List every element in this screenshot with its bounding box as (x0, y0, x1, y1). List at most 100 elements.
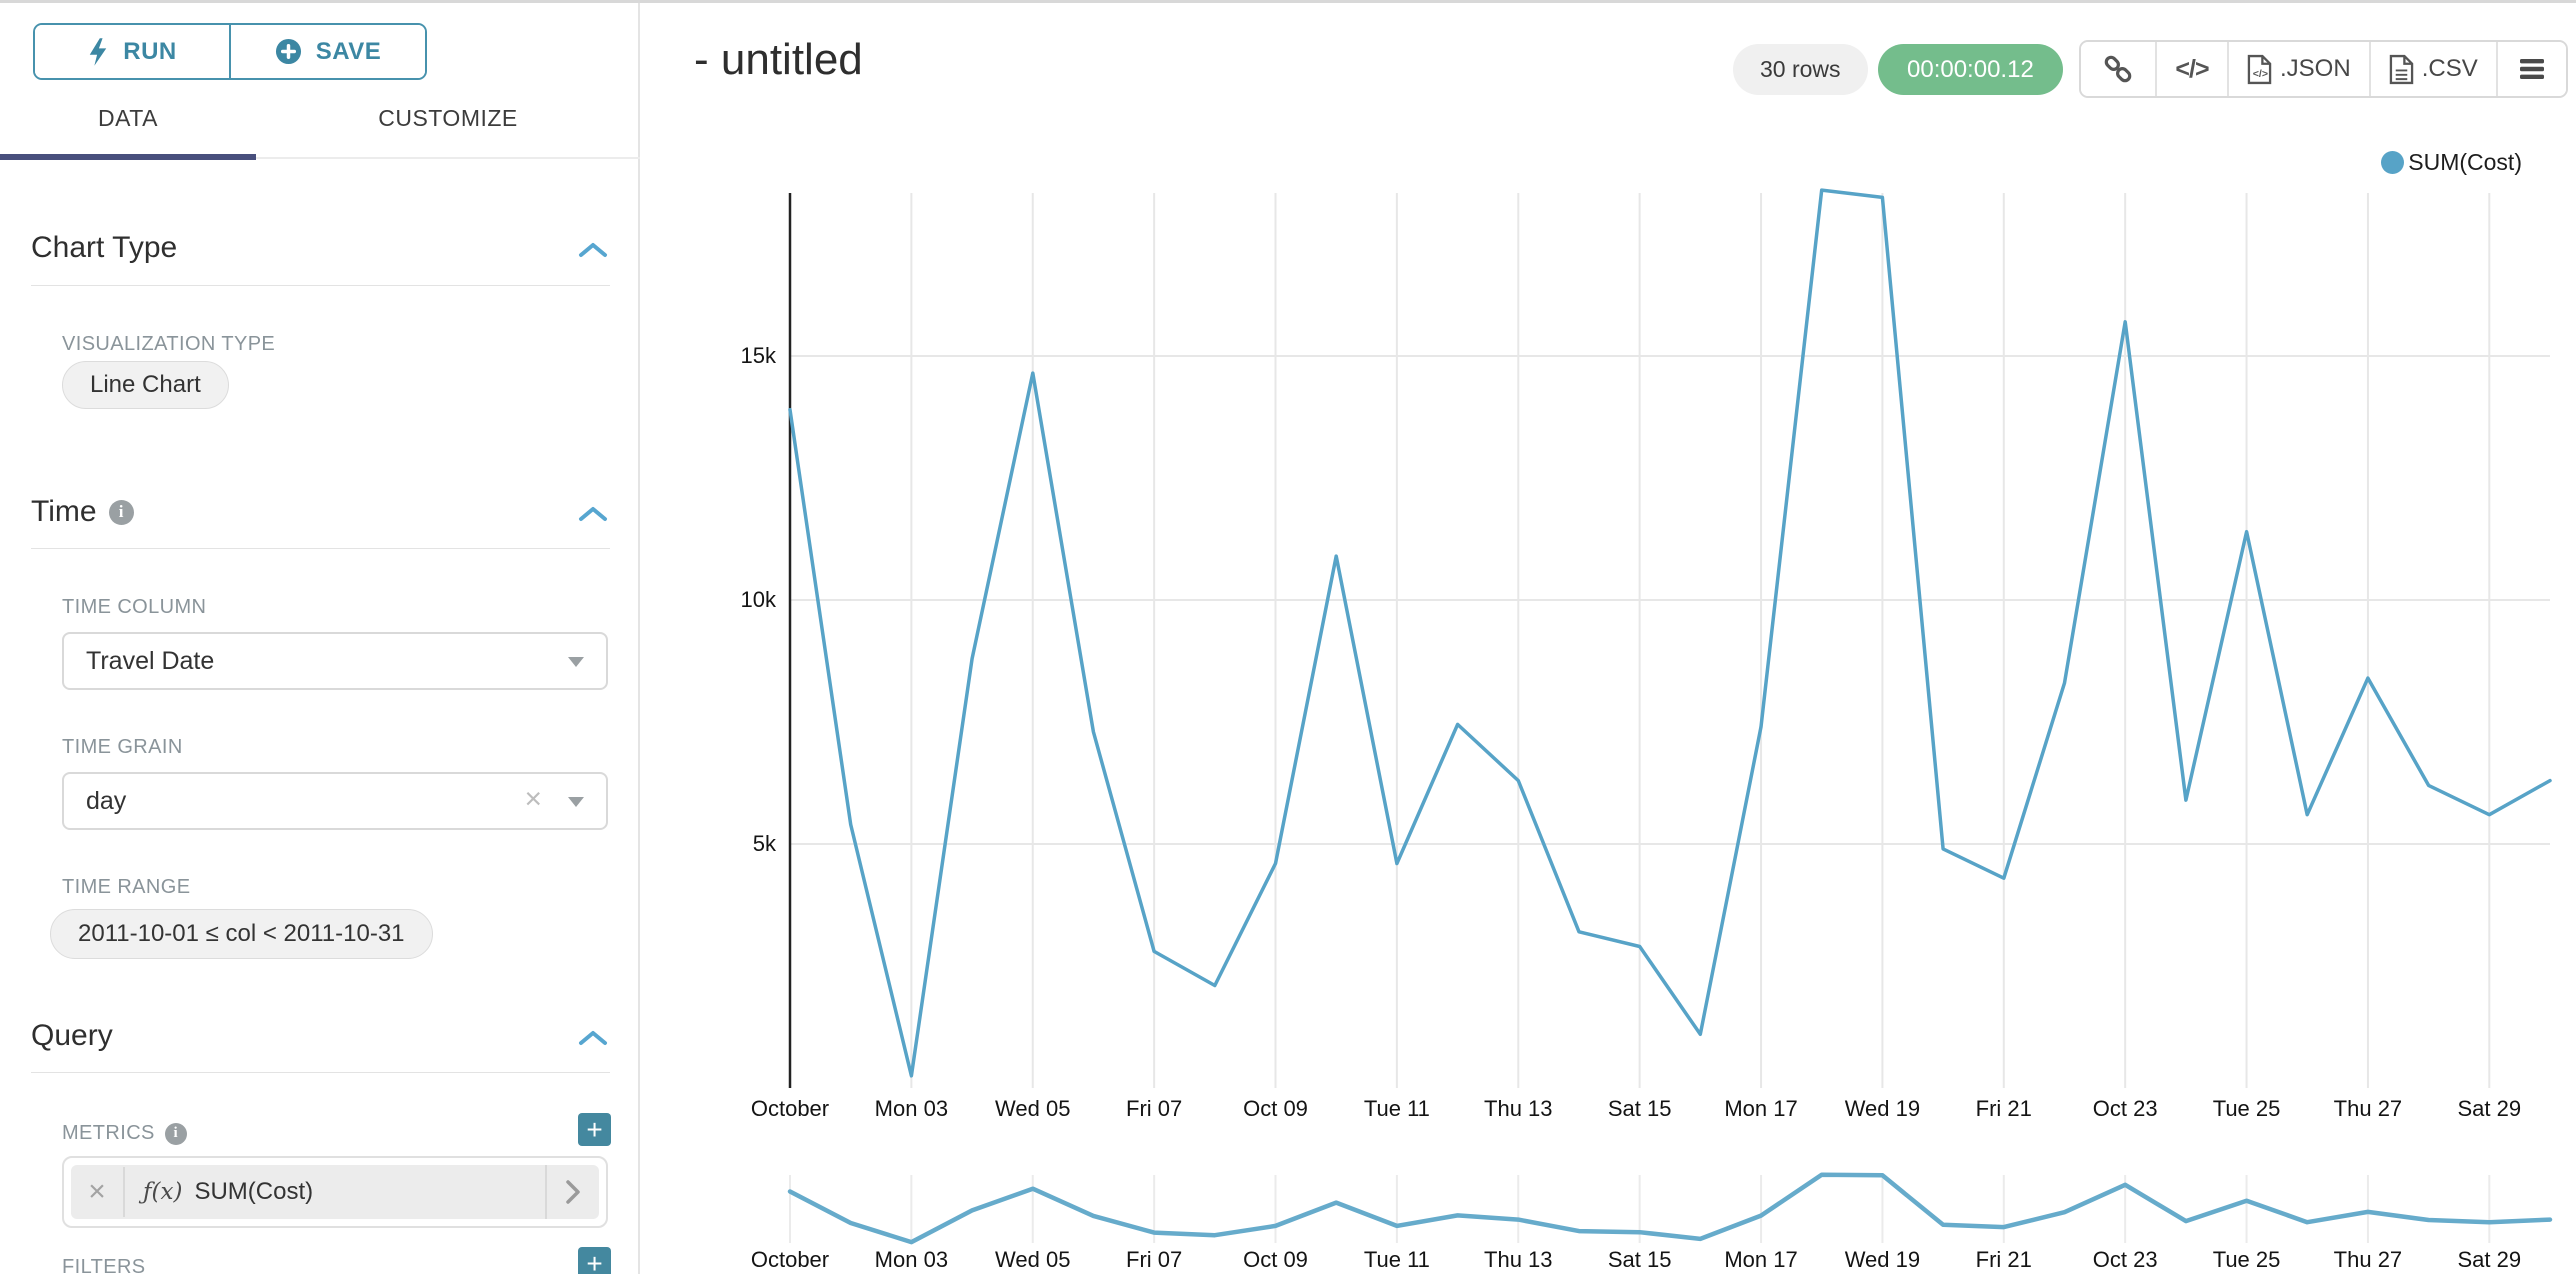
time-range-label-text: TIME RANGE (62, 876, 191, 898)
metric-token-body[interactable]: ƒ(x) SUM(Cost) (125, 1178, 545, 1206)
mini-x-axis-tick-label: Oct 09 (1243, 1247, 1308, 1272)
run-button-label: RUN (123, 37, 177, 65)
chart-menu-button[interactable] (2495, 42, 2566, 96)
query-timer-badge: 00:00:00.12 (1878, 44, 2063, 95)
x-axis-tick-label: Fri 21 (1976, 1096, 2032, 1121)
metrics-label-text: METRICS (62, 1122, 155, 1144)
mini-x-axis-tick-label: Wed 05 (995, 1247, 1070, 1272)
chevron-up-icon[interactable] (578, 504, 608, 524)
run-save-button-group: RUN SAVE (33, 23, 427, 80)
query-title-text: Query (31, 1019, 113, 1052)
time-section-title: Time i (31, 495, 134, 529)
add-metric-button[interactable]: + (578, 1113, 611, 1146)
mini-cost-line (787, 1172, 2553, 1245)
metrics-label: METRICS i (62, 1122, 187, 1145)
json-button-label: .JSON (2280, 55, 2351, 82)
info-icon[interactable]: i (108, 499, 134, 525)
link-icon (2104, 55, 2132, 83)
sidebar-tabs: DATA CUSTOMIZE (0, 93, 640, 165)
line-chart[interactable]: 5k 10k 15k October October Mon 03 Mon 03 Wed 05… (650, 3, 2576, 1274)
save-button[interactable]: SAVE (229, 25, 425, 78)
view-query-button[interactable]: </> (2155, 42, 2227, 96)
x-axis-tick-label: Thu 27 (2334, 1096, 2403, 1121)
y-axis-tick-label: 15k (741, 343, 777, 368)
legend-dot (2381, 151, 2405, 174)
info-icon[interactable]: i (164, 1122, 187, 1145)
expand-metric-icon[interactable] (545, 1165, 599, 1219)
x-axis-tick-label: Mon 17 (1724, 1096, 1797, 1121)
export-csv-button[interactable]: .CSV (2368, 42, 2496, 96)
visualization-type-pill[interactable]: Line Chart (62, 361, 229, 409)
chart-plot-area[interactable] (790, 193, 2550, 1088)
tab-divider (0, 157, 640, 159)
mini-x-axis-tick-label: Fri 07 (1126, 1247, 1182, 1272)
chart-title[interactable]: - untitled (694, 35, 863, 84)
section-divider (31, 1072, 610, 1073)
time-range-value: 2011-10-01 ≤ col < 2011-10-31 (78, 920, 405, 947)
query-section-title: Query (31, 1019, 113, 1053)
time-range-pill[interactable]: 2011-10-01 ≤ col < 2011-10-31 (50, 909, 433, 959)
add-filter-button[interactable]: + (578, 1247, 611, 1274)
clear-icon[interactable]: × (524, 782, 542, 816)
time-column-select[interactable]: Travel Date (62, 632, 608, 690)
active-tab-underline (0, 154, 256, 160)
time-grain-label: TIME GRAIN (62, 736, 183, 759)
chevron-up-icon[interactable] (578, 1028, 608, 1048)
metrics-control: × ƒ(x) SUM(Cost) (62, 1156, 608, 1228)
section-divider (31, 285, 610, 286)
rows-count-text: 30 rows (1760, 56, 1841, 82)
time-column-label-text: TIME COLUMN (62, 596, 207, 618)
rows-count-badge: 30 rows (1733, 44, 1868, 95)
x-axis-tick-label: Sat 29 (2458, 1096, 2522, 1121)
control-panel-sidebar: RUN SAVE DATA CUSTOMIZE Chart Type (0, 3, 640, 1274)
metric-name: SUM(Cost) (194, 1178, 314, 1205)
mini-x-axis-tick-label: Fri 21 (1976, 1247, 2032, 1272)
metric-token[interactable]: × ƒ(x) SUM(Cost) (71, 1165, 599, 1219)
mini-x-axis-tick-label: Oct 23 (2093, 1247, 2158, 1272)
section-divider (31, 548, 610, 549)
share-link-button[interactable] (2081, 42, 2155, 96)
query-timer-text: 00:00:00.12 (1907, 55, 2034, 83)
x-axis-tick-label: Mon 03 (875, 1096, 948, 1121)
chart-type-section-title: Chart Type (31, 231, 177, 265)
chevron-right-icon (566, 1180, 580, 1204)
run-button[interactable]: RUN (35, 25, 229, 78)
tab-data[interactable]: DATA (98, 105, 158, 131)
chevron-down-icon (568, 657, 584, 667)
mini-x-axis-tick-label: Sat 29 (2458, 1247, 2522, 1272)
visualization-type-label: VISUALIZATION TYPE (62, 333, 275, 356)
chevron-up-icon[interactable] (578, 240, 608, 260)
tab-customize[interactable]: CUSTOMIZE (378, 105, 518, 131)
plus-circle-icon (275, 38, 301, 65)
export-toolbar: </> </> .JSON .CSV (2079, 40, 2568, 98)
x-axis-tick-label: Tue 11 (1364, 1096, 1430, 1121)
mini-x-axis-tick-label: Thu 13 (1484, 1247, 1553, 1272)
chevron-down-icon (568, 797, 584, 807)
visualization-type-value: Line Chart (90, 371, 201, 398)
mini-x-axis-tick-label: Thu 27 (2334, 1247, 2403, 1272)
chart-type-title-text: Chart Type (31, 231, 178, 264)
hamburger-menu-icon (2519, 59, 2544, 79)
mini-chart-brush-area[interactable] (790, 1175, 2550, 1243)
x-axis-tick-label: Fri 07 (1126, 1096, 1182, 1121)
x-axis-tick-label: Tue 25 (2213, 1096, 2281, 1121)
x-axis-tick-label: Wed 05 (995, 1096, 1070, 1121)
y-axis-tick-label: 10k (741, 587, 777, 612)
visualization-type-label-text: VISUALIZATION TYPE (62, 333, 276, 355)
time-column-value: Travel Date (86, 646, 215, 675)
code-icon: </> (2175, 54, 2209, 83)
time-title-text: Time (31, 495, 97, 528)
time-column-label: TIME COLUMN (62, 596, 206, 619)
time-grain-value: day (86, 786, 127, 815)
legend-label: SUM(Cost) (2408, 149, 2522, 175)
time-grain-select[interactable]: day × (62, 772, 608, 830)
remove-metric-icon[interactable]: × (71, 1167, 125, 1217)
csv-file-icon (2389, 54, 2413, 84)
function-badge: ƒ(x) (143, 1179, 183, 1205)
export-json-button[interactable]: </> .JSON (2227, 42, 2369, 96)
x-axis-tick-label: October (751, 1096, 829, 1121)
x-axis-tick-label: Oct 09 (1243, 1096, 1308, 1121)
legend-item-sum-cost[interactable]: SUM(Cost) (2381, 149, 2522, 176)
y-axis-tick-label: 5k (753, 831, 777, 856)
